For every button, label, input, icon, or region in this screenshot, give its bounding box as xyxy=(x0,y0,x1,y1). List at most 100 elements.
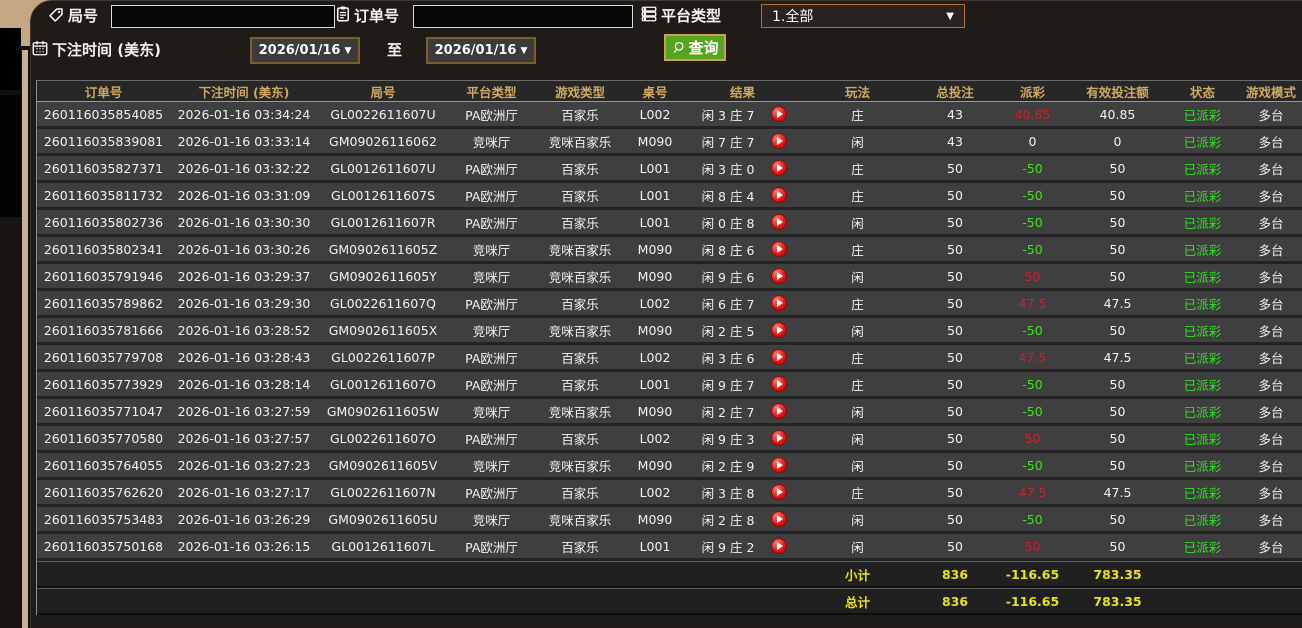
replay-play-icon[interactable] xyxy=(771,484,787,500)
table-row: 260116035764055 2026-01-16 03:27:23 GM09… xyxy=(37,453,1302,480)
calendar-icon xyxy=(31,39,49,57)
bet-time-cell: 2026-01-16 03:26:15 xyxy=(177,538,311,554)
replay-play-icon[interactable] xyxy=(771,241,787,257)
platform-list-icon xyxy=(640,5,658,23)
replay-play-icon[interactable] xyxy=(771,403,787,419)
dropdown-arrow-icon: ▼ xyxy=(344,45,352,56)
date-to-select[interactable]: 2026/01/16 ▼ xyxy=(426,37,536,64)
status-cell: 已派彩 xyxy=(1183,512,1222,528)
total-bet-cell: 50 xyxy=(947,430,963,446)
status-cell: 已派彩 xyxy=(1183,458,1222,474)
platform-type-select[interactable]: 1.全部 ▼ xyxy=(761,4,965,28)
game-type-cell: 竞咪百家乐 xyxy=(548,404,612,420)
date-from-select[interactable]: 2026/01/16 ▼ xyxy=(250,37,360,64)
table-no-cell: L002 xyxy=(639,484,671,500)
total-bet-cell: 50 xyxy=(947,322,963,338)
replay-play-icon[interactable] xyxy=(771,295,787,311)
total-bet-cell: 50 xyxy=(947,295,963,311)
column-header: 桌号 xyxy=(642,84,668,100)
result-cell: 闲 3 庄 8 xyxy=(685,480,800,504)
valid-bet-cell: 50 xyxy=(1109,241,1126,257)
valid-bet-cell: 50 xyxy=(1109,430,1126,446)
payout-cell: 47.5 xyxy=(1018,349,1047,365)
game-type-cell: 百家乐 xyxy=(561,215,599,231)
replay-play-icon[interactable] xyxy=(771,349,787,365)
result-text: 闲 3 庄 7 xyxy=(701,107,755,123)
tag-icon xyxy=(47,6,65,24)
platform-cell: 竞咪厅 xyxy=(472,269,511,285)
game-no-cell: GL0012611607L xyxy=(331,538,435,554)
replay-play-icon[interactable] xyxy=(771,214,787,230)
platform-cell: PA欧洲厅 xyxy=(465,539,518,555)
bet-time-cell: 2026-01-16 03:28:43 xyxy=(177,349,311,365)
total-bet-cell: 50 xyxy=(947,457,963,473)
query-button[interactable]: 查询 xyxy=(664,34,726,61)
replay-play-icon[interactable] xyxy=(771,160,787,176)
replay-play-icon[interactable] xyxy=(771,457,787,473)
background-block xyxy=(0,95,21,217)
replay-play-icon[interactable] xyxy=(771,538,787,554)
result-text: 闲 9 庄 7 xyxy=(701,377,755,393)
replay-play-icon[interactable] xyxy=(771,106,787,122)
platform-cell: PA欧洲厅 xyxy=(465,107,518,123)
table-no-cell: L002 xyxy=(639,430,671,446)
order-no-cell: 260116035764055 xyxy=(43,457,164,473)
game-no-cell: GM0902611605X xyxy=(328,322,438,338)
total-row: 总计 836 -116.65 783.35 xyxy=(37,588,1302,615)
game-no-cell: GM0902611605U xyxy=(328,511,438,527)
payout-cell: -50 xyxy=(1022,241,1043,257)
table-no-cell: M090 xyxy=(637,322,673,338)
game-mode-cell: 多台 xyxy=(1258,269,1284,285)
column-header: 游戏类型 xyxy=(554,84,605,100)
table-row: 260116035789862 2026-01-16 03:29:30 GL00… xyxy=(37,291,1302,318)
play-type-cell: 庄 xyxy=(851,107,864,123)
valid-bet-cell: 0 xyxy=(1113,133,1122,149)
valid-bet-cell: 50 xyxy=(1109,322,1126,338)
subtotal-total-bet: 836 xyxy=(941,566,969,582)
valid-bet-cell: 40.85 xyxy=(1099,106,1136,122)
game-mode-cell: 多台 xyxy=(1258,296,1284,312)
game-type-cell: 竞咪百家乐 xyxy=(548,458,612,474)
bet-time-cell: 2026-01-16 03:28:14 xyxy=(177,376,311,392)
column-header: 派彩 xyxy=(1019,84,1045,100)
game-mode-cell: 多台 xyxy=(1258,323,1284,339)
game-no-cell: GL0022611607P xyxy=(331,349,435,365)
play-type-cell: 庄 xyxy=(851,161,864,177)
table-no-cell: M090 xyxy=(637,457,673,473)
play-type-cell: 闲 xyxy=(851,134,864,150)
result-cell: 闲 9 庄 3 xyxy=(685,426,800,450)
column-header: 下注时间 (美东) xyxy=(198,84,290,100)
replay-play-icon[interactable] xyxy=(771,511,787,527)
status-cell: 已派彩 xyxy=(1183,404,1222,420)
game-no-input[interactable] xyxy=(111,5,335,28)
table-no-cell: L001 xyxy=(639,538,671,554)
replay-play-icon[interactable] xyxy=(771,430,787,446)
game-no-cell: GL0012611607S xyxy=(330,187,436,203)
result-text: 闲 8 庄 6 xyxy=(701,242,755,258)
platform-cell: PA欧洲厅 xyxy=(465,161,518,177)
order-no-cell: 260116035791946 xyxy=(43,268,164,284)
table-no-cell: M090 xyxy=(637,268,673,284)
game-no-cell: GL0022611607N xyxy=(330,484,436,500)
replay-play-icon[interactable] xyxy=(771,133,787,149)
bet-time-cell: 2026-01-16 03:33:14 xyxy=(177,133,311,149)
column-header: 订单号 xyxy=(84,84,123,100)
game-type-cell: 百家乐 xyxy=(561,107,599,123)
total-bet-cell: 50 xyxy=(947,241,963,257)
order-no-input[interactable] xyxy=(413,5,633,28)
replay-play-icon[interactable] xyxy=(771,376,787,392)
status-cell: 已派彩 xyxy=(1183,215,1222,231)
game-type-cell: 百家乐 xyxy=(561,188,599,204)
valid-bet-cell: 50 xyxy=(1109,511,1126,527)
replay-play-icon[interactable] xyxy=(771,187,787,203)
order-no-cell: 260116035781666 xyxy=(43,322,164,338)
platform-cell: PA欧洲厅 xyxy=(465,350,518,366)
total-bet-cell: 50 xyxy=(947,484,963,500)
result-cell: 闲 0 庄 8 xyxy=(685,210,800,234)
replay-play-icon[interactable] xyxy=(771,268,787,284)
table-no-cell: L001 xyxy=(639,376,671,392)
replay-play-icon[interactable] xyxy=(771,322,787,338)
status-cell: 已派彩 xyxy=(1183,107,1222,123)
bet-time-cell: 2026-01-16 03:27:59 xyxy=(177,403,311,419)
